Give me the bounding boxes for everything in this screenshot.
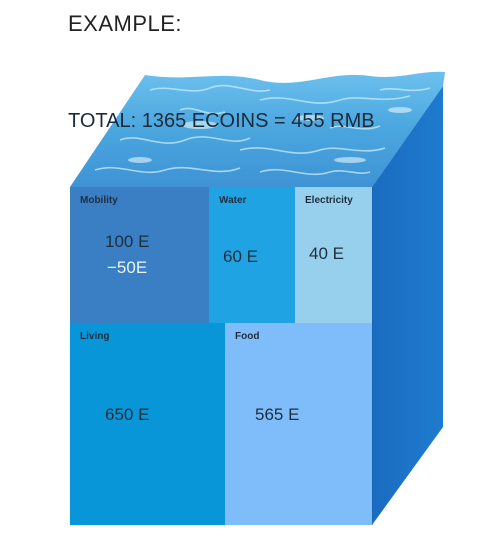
total-label: TOTAL: 1365 ECOINS = 455 RMB <box>68 110 375 132</box>
mobility-value-deduction: −50E <box>107 258 148 277</box>
water-ripples <box>94 84 431 176</box>
cell-title-mobility: Mobility <box>80 195 118 206</box>
cube-side-face <box>372 86 443 525</box>
cell-title-electricity: Electricity <box>305 195 353 206</box>
mobility-value-earned: 100 E <box>105 232 150 251</box>
example-label: EXAMPLE: <box>68 11 183 36</box>
cell-living: Living 650 E <box>70 323 225 525</box>
cell-title-living: Living <box>80 331 110 342</box>
cell-water: Water 60 E <box>209 187 295 323</box>
cell-electricity: Electricity 40 E <box>295 187 372 323</box>
living-value: 650 E <box>105 405 150 424</box>
food-value: 565 E <box>255 405 300 424</box>
cell-title-water: Water <box>219 195 247 206</box>
cell-food: Food 565 E <box>225 323 372 525</box>
cell-mobility: Mobility 100 E −50E <box>70 187 209 323</box>
electricity-value: 40 E <box>309 244 344 263</box>
water-value: 60 E <box>223 247 258 266</box>
cell-title-food: Food <box>235 331 260 342</box>
water-sparkles <box>128 107 412 163</box>
